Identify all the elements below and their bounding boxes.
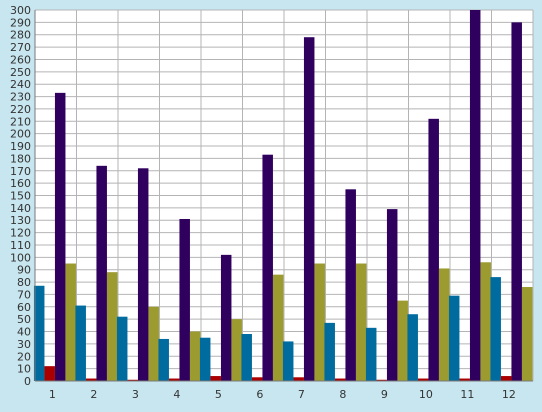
bar (417, 378, 429, 381)
bar (96, 165, 107, 381)
y-tick-label: 160 (10, 177, 31, 190)
x-tick-label: 10 (419, 388, 433, 401)
y-tick-label: 40 (17, 326, 31, 339)
y-tick-label: 180 (10, 152, 31, 165)
bar (251, 377, 263, 381)
y-tick-label: 80 (17, 276, 31, 289)
bar (168, 378, 180, 381)
y-tick-label: 10 (17, 363, 31, 376)
bar (490, 277, 501, 381)
bar (272, 274, 284, 381)
x-tick-label: 5 (215, 388, 222, 401)
bar (397, 300, 408, 381)
x-axis-tick-labels: 1 2 3 4 5 6 7 8 9 10 11 12 (49, 388, 516, 401)
bar (137, 168, 149, 381)
y-tick-label: 130 (10, 214, 31, 227)
bar (179, 218, 190, 381)
bar (241, 334, 252, 381)
y-tick-label: 250 (10, 66, 31, 79)
y-tick-label: 30 (17, 338, 31, 351)
bar (448, 295, 460, 381)
y-tick-label: 20 (17, 350, 31, 363)
x-tick-label: 11 (460, 388, 474, 401)
y-tick-label: 100 (10, 251, 31, 264)
bar (303, 37, 315, 381)
y-tick-label: 0 (24, 375, 31, 388)
axes (34, 10, 533, 382)
y-tick-label: 90 (17, 264, 31, 277)
bar (521, 287, 533, 381)
bar (407, 314, 418, 381)
bar (459, 378, 470, 381)
y-tick-label: 240 (10, 78, 31, 91)
bar (365, 327, 377, 381)
y-tick-label: 120 (10, 227, 31, 240)
bar (54, 92, 66, 382)
y-tick-label: 280 (10, 29, 31, 42)
y-tick-label: 110 (10, 239, 31, 252)
bar (44, 366, 55, 381)
bar (282, 341, 294, 381)
y-tick-label: 140 (10, 202, 31, 215)
bar (106, 272, 118, 381)
bar (376, 379, 387, 381)
x-tick-label: 4 (173, 388, 180, 401)
bar (33, 285, 45, 381)
x-tick-label: 12 (502, 388, 516, 401)
x-tick-label: 8 (339, 388, 346, 401)
bar (480, 262, 491, 381)
y-tick-label: 190 (10, 140, 31, 153)
y-tick-label: 200 (10, 128, 31, 141)
bar (158, 338, 169, 381)
y-tick-label: 150 (10, 190, 31, 203)
y-tick-label: 220 (10, 103, 31, 116)
bar (511, 22, 522, 381)
y-tick-label: 50 (17, 313, 31, 326)
bar (116, 316, 128, 381)
x-tick-label: 6 (256, 388, 263, 401)
bar (189, 331, 201, 381)
x-tick-label: 3 (132, 388, 139, 401)
y-tick-label: 300 (10, 4, 31, 17)
y-tick-label: 60 (17, 301, 31, 314)
bar (334, 378, 346, 381)
bar (345, 189, 356, 381)
bars (33, 10, 533, 382)
bar (210, 376, 221, 381)
bar (220, 254, 232, 381)
y-tick-label: 170 (10, 165, 31, 178)
x-tick-label: 7 (298, 388, 305, 401)
bar (355, 263, 367, 381)
bar (148, 306, 159, 381)
y-tick-label: 290 (10, 16, 31, 29)
bar (262, 154, 273, 381)
x-tick-label: 1 (49, 388, 56, 401)
x-tick-label: 9 (381, 388, 388, 401)
bar (500, 376, 512, 381)
bar (231, 319, 242, 381)
y-tick-label: 210 (10, 115, 31, 128)
bar (75, 305, 86, 381)
bar (428, 118, 439, 382)
bar (314, 263, 325, 381)
bar (324, 322, 335, 381)
bar (386, 209, 398, 381)
x-tick-label: 2 (90, 388, 97, 401)
bar (65, 263, 76, 381)
y-tick-label: 270 (10, 41, 31, 54)
y-tick-label: 260 (10, 53, 31, 66)
bar (85, 378, 97, 381)
bar (199, 337, 211, 381)
y-tick-label: 230 (10, 91, 31, 104)
y-tick-label: 70 (17, 288, 31, 301)
bar (469, 10, 481, 381)
bar (127, 379, 138, 381)
y-axis-tick-labels: 0102030405060708090100110120130140150160… (10, 4, 31, 388)
bar (293, 377, 304, 381)
bar (438, 268, 450, 381)
